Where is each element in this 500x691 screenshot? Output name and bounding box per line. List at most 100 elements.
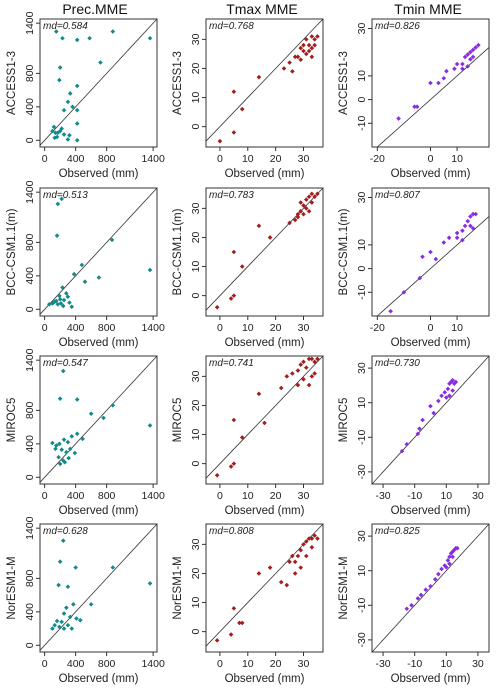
data-point [57,461,63,467]
y-tick-label: 0 [190,461,202,467]
y-tick-label: 0 [356,97,368,103]
y-axis-label: BCC-CSM1.1(m) [6,208,18,295]
y-tick-label: 30 [356,22,368,34]
column-title-prec: Prec.MME [62,1,127,17]
data-point [59,126,64,131]
data-point [301,542,306,547]
plot-frame [39,355,158,485]
y-tick-label: 10 [356,70,368,82]
y-axis-label: NorESM1-M [6,556,18,619]
data-point [52,299,58,305]
y-axis-label: NorESM1-M [172,556,184,619]
plot-frame [371,523,490,653]
data-point [312,37,317,42]
data-point [65,294,71,300]
data-point [446,235,452,241]
y-tick-label: 400 [24,98,36,116]
data-point [445,386,451,392]
one-to-one-line [205,18,324,142]
data-point [65,137,71,142]
x-tick-label: 1400 [141,490,165,502]
data-point [454,235,460,241]
md-annotation: md=0.741 [209,358,254,369]
data-point [69,304,75,310]
md-annotation: md=0.628 [43,526,88,537]
data-point [61,107,67,113]
one-to-one-line [377,216,490,317]
x-tick-label: -30 [375,658,390,670]
data-point [262,420,267,426]
y-axis-label: MIROC5 [6,398,18,443]
one-to-one-line [205,187,324,311]
x-tick-label: 20 [270,322,282,334]
y-tick-label: 10 [356,565,368,577]
data-point [57,441,62,447]
data-point [295,54,301,60]
data-point [60,35,65,41]
data-point [436,571,441,577]
data-point [74,397,80,402]
data-point [292,559,298,565]
y-tick-label: -10 [356,285,368,300]
data-point [447,554,452,560]
data-point [147,581,153,586]
md-annotation: md=0.768 [209,21,254,32]
data-point [287,60,292,65]
data-point [455,545,460,551]
data-point [476,42,481,48]
y-tick-label: 0 [24,474,36,480]
data-point [57,624,62,630]
x-tick-label: 30 [298,153,310,165]
one-to-one-line [377,47,490,148]
data-point [60,303,66,309]
data-point [228,296,234,301]
data-point [312,194,317,200]
data-point [452,66,457,72]
data-point [53,298,59,304]
data-point [306,208,312,214]
data-point [465,52,471,57]
data-point [231,293,237,298]
data-point [470,211,476,217]
data-point [57,293,62,299]
plot-frame [205,18,324,148]
data-point [284,374,290,379]
x-axis-label: Observed (mm) [225,168,305,180]
data-point [256,74,262,80]
y-tick-label: -10 [356,598,368,613]
data-point [64,291,69,296]
one-to-one-line [39,187,158,315]
x-tick-label: 10 [451,322,463,334]
data-point [53,29,59,34]
data-point [450,554,455,560]
data-point [306,536,312,541]
y-tick-label: -30 [356,464,368,479]
y-axis-label: NorESM1-M [338,556,350,619]
data-point [147,267,153,273]
y-tick-label: 0 [190,293,202,299]
data-point [67,91,73,96]
data-point [65,99,71,105]
data-point [228,632,234,637]
data-point [312,359,317,365]
data-point [239,264,245,269]
y-tick-label: 30 [356,362,368,374]
data-point [65,439,71,445]
data-point [110,403,116,408]
data-point [74,431,80,437]
data-point [52,135,58,141]
data-point [454,61,460,67]
y-tick-label: 800 [24,64,36,82]
data-point [418,592,424,598]
x-tick-label: 0 [428,153,434,165]
plot-frame [205,187,324,317]
y-tick-label: 0 [356,266,368,272]
y-tick-label: 0 [24,306,36,312]
x-tick-label: 800 [98,322,116,334]
y-tick-label: 20 [190,231,202,243]
x-tick-label: 10 [242,658,254,670]
